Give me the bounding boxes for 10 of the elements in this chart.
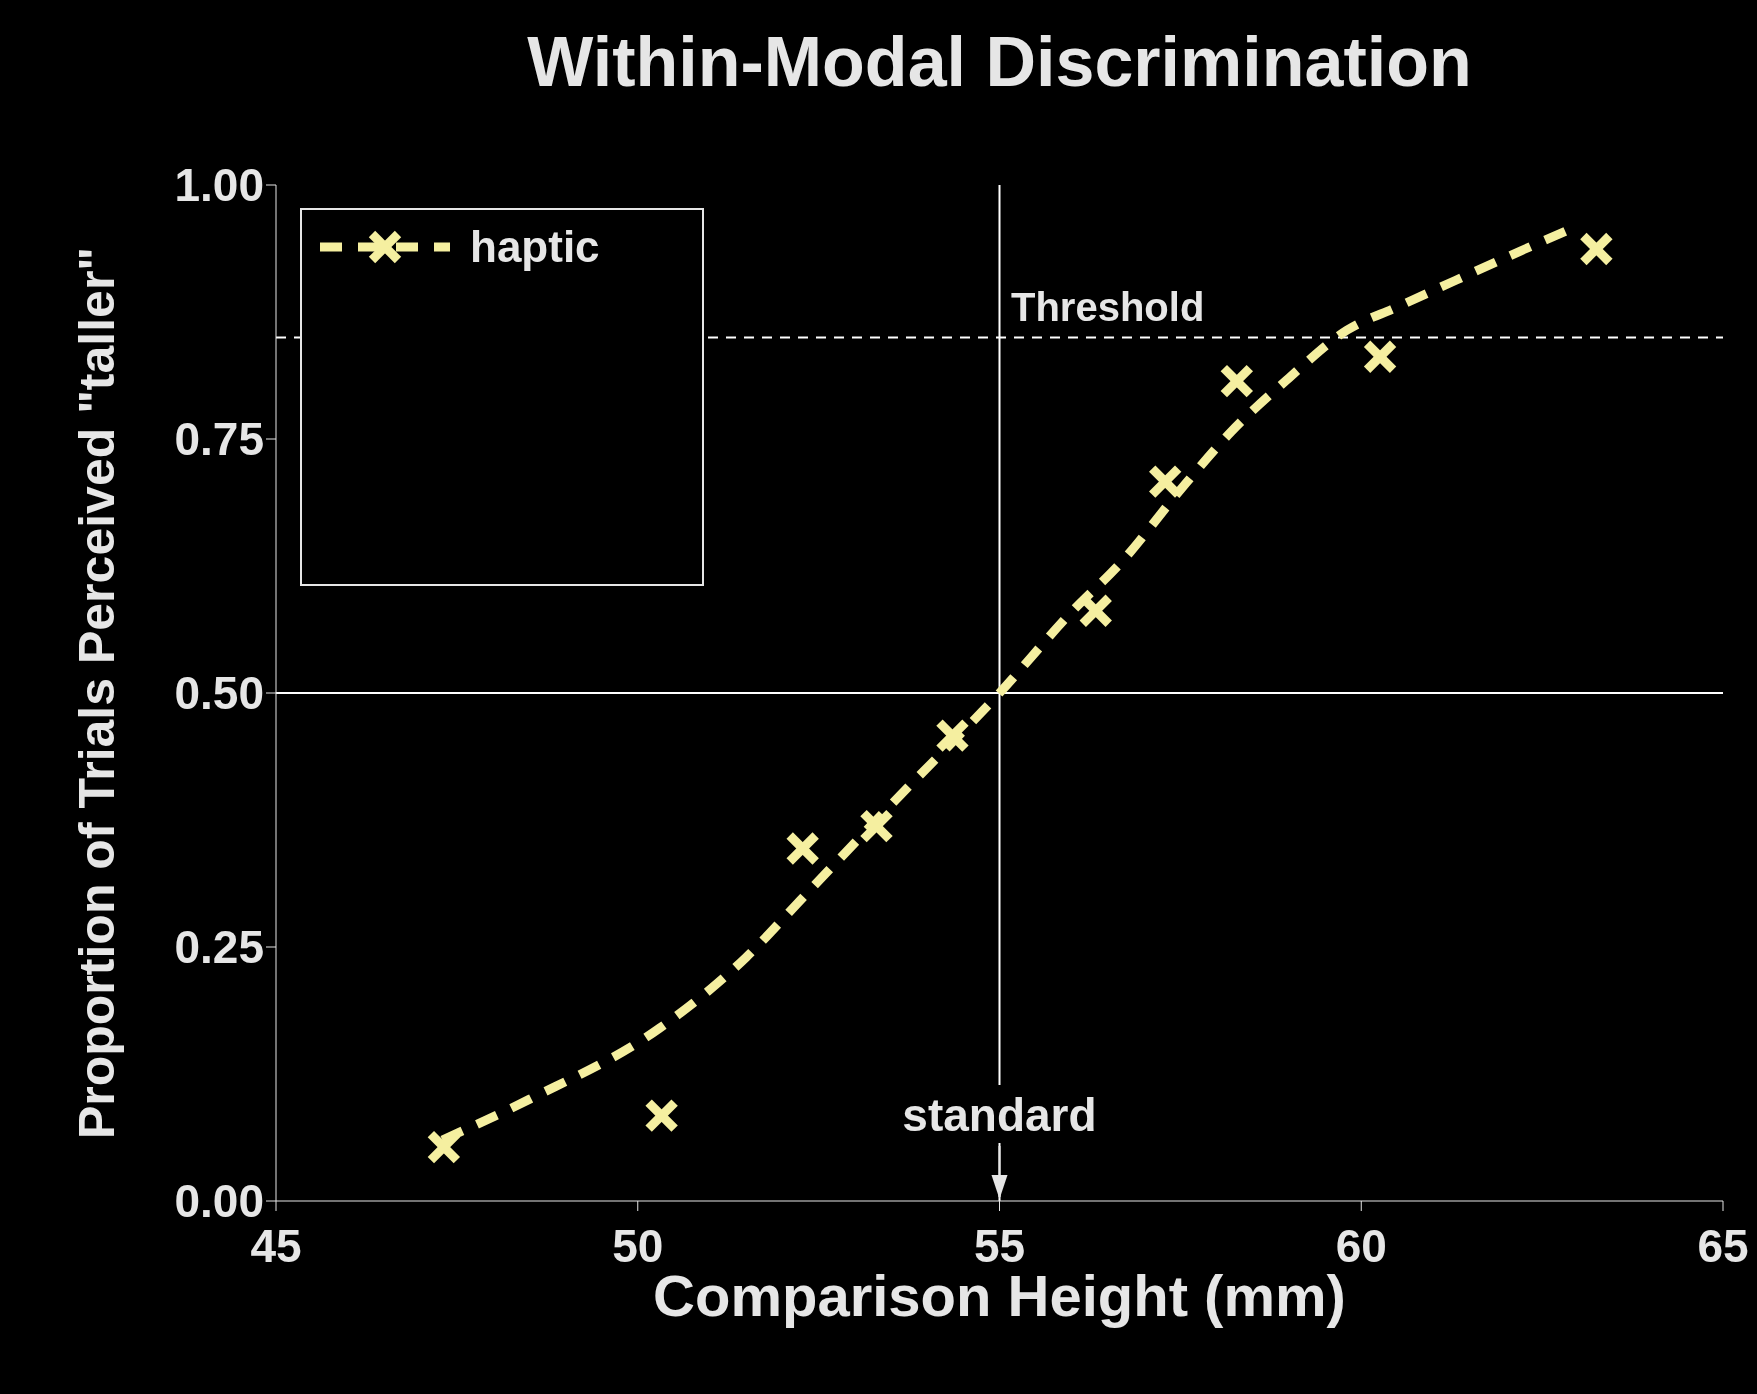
legend-label: haptic	[470, 222, 600, 272]
chart-title: Within-Modal Discrimination	[526, 22, 1473, 102]
y-tick-label: 1.00	[174, 159, 264, 212]
ref-line-label: standard	[902, 1089, 1097, 1141]
ref-line-label: Threshold	[1011, 285, 1205, 330]
y-tick-label: 0.25	[174, 921, 264, 974]
y-tick-label: 0.75	[174, 413, 264, 466]
y-tick-label: 0.50	[174, 667, 264, 720]
y-axis-title: Proportion of Trials Perceived "taller"	[68, 246, 125, 1140]
x-tick-label: 65	[1697, 1219, 1749, 1272]
